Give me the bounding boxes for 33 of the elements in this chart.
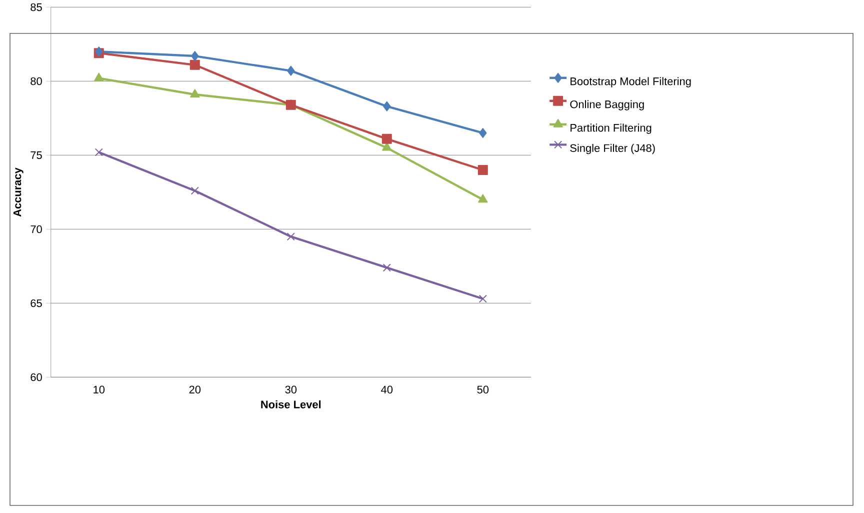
x-axis-title: Noise Level: [261, 400, 321, 408]
point: [94, 72, 104, 82]
x-tick-label: 50: [477, 386, 489, 394]
y-axis-title: Accuracy: [14, 167, 24, 216]
y-tick-label: 85: [30, 3, 42, 11]
y-tick-label: 65: [30, 299, 42, 307]
legend-label: Bootstrap Model Filtering: [570, 76, 691, 88]
legend-label: Partition Filtering: [570, 123, 652, 134]
point: [382, 263, 391, 272]
point: [382, 134, 392, 144]
point: [190, 60, 200, 70]
point: [478, 164, 488, 175]
point: [94, 148, 103, 156]
legend-label: Online Bagging: [570, 100, 644, 110]
x-tick-label: 10: [94, 386, 105, 394]
point: [286, 232, 295, 240]
point: [478, 294, 487, 303]
point: [190, 186, 199, 195]
y-tick-label: 60: [30, 373, 42, 381]
point: [190, 88, 200, 98]
x-tick-label: 20: [189, 386, 201, 394]
y-tick-label: 70: [30, 225, 42, 233]
point: [191, 50, 199, 61]
point: [287, 66, 295, 76]
x-tick-label: 40: [381, 386, 393, 394]
point: [479, 128, 487, 138]
x-tick-label: 30: [285, 386, 297, 394]
point: [382, 142, 392, 151]
point: [478, 194, 488, 202]
legend-label: Single Filter (J48): [570, 144, 655, 154]
point: [383, 101, 391, 112]
y-tick-label: 75: [30, 151, 42, 159]
y-tick-label: 80: [30, 77, 42, 85]
